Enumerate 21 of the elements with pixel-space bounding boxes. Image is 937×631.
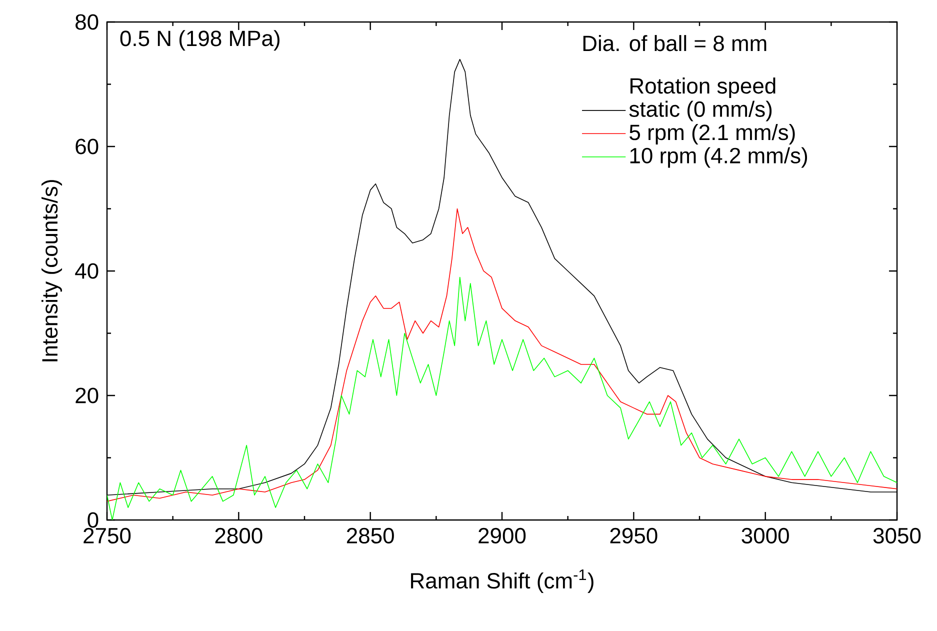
- legend-label: 5 rpm (2.1 mm/s): [630, 124, 795, 145]
- x-tick-label: 2800: [215, 528, 262, 544]
- line-series: [107, 276, 898, 520]
- x-tick-label: 2900: [478, 528, 526, 544]
- y-tick-label: 60: [76, 138, 98, 154]
- x-axis-title: Raman Shift (cm$^{-1}$): [411, 569, 594, 593]
- y-tick-label: 20: [76, 388, 98, 404]
- legend-label: 10 rpm (4.2 mm/s): [630, 147, 808, 168]
- x-tick-label: 2850: [346, 528, 394, 544]
- y-tick-label: 40: [75, 263, 98, 279]
- x-tick-label: 3050: [873, 528, 921, 544]
- legend-title: Rotation speed: [630, 78, 776, 98]
- x-tick-label: 2750: [84, 528, 131, 544]
- x-tick-label: 3000: [742, 528, 789, 544]
- y-tick-label: 0: [88, 512, 98, 528]
- annotation: 0.5 N (198 MPa): [120, 30, 280, 51]
- x-tick-label: 2950: [610, 528, 658, 544]
- y-axis-title: Intensity (counts/s): [42, 180, 62, 362]
- annotation: Dia. of ball = 8 mm: [583, 35, 766, 52]
- y-tick-label: 80: [76, 14, 98, 30]
- legend-label: static (0 mm/s): [629, 100, 772, 122]
